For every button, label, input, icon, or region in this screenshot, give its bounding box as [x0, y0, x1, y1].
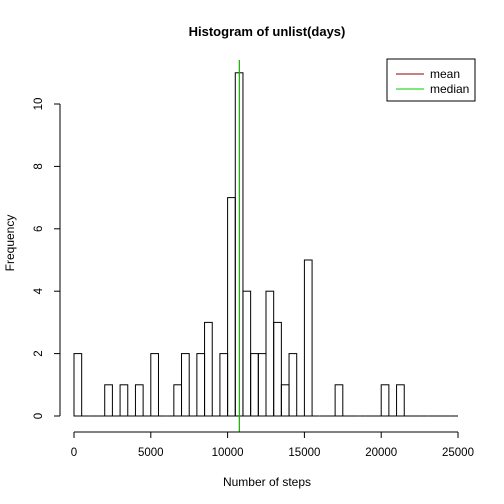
histogram-bar	[150, 353, 159, 417]
histogram-bar	[380, 384, 390, 417]
histogram-bar	[134, 384, 144, 417]
x-tick-label: 15000	[288, 447, 320, 459]
histogram-bar	[204, 321, 213, 417]
x-axis: 0 5000 10000 15000 20000 25000	[71, 431, 474, 459]
y-tick-label: 10	[33, 98, 45, 111]
histogram-bar	[181, 353, 190, 417]
x-tick-label: 25000	[442, 447, 474, 459]
x-axis-label: Number of steps	[223, 475, 311, 489]
chart-title: Histogram of unlist(days)	[189, 24, 346, 39]
y-tick-label: 0	[33, 413, 45, 419]
y-tick-label: 4	[33, 287, 45, 294]
x-tick-label: 0	[71, 447, 77, 459]
x-tick-label: 5000	[138, 447, 164, 459]
x-tick-label: 20000	[365, 447, 397, 459]
y-tick-label: 8	[33, 163, 45, 169]
histogram-bar	[273, 321, 282, 417]
legend-label-mean: mean	[430, 67, 460, 81]
y-axis: 0 2 4 6 8 10	[33, 98, 61, 419]
histogram-bar	[396, 384, 405, 417]
legend-label-median: median	[430, 82, 469, 96]
legend-box	[386, 58, 476, 102]
histogram-bar	[303, 259, 313, 417]
histogram-bar	[119, 384, 129, 417]
x-tick-label: 10000	[212, 447, 244, 459]
histogram-bar	[288, 353, 298, 417]
y-tick-label: 2	[33, 350, 45, 356]
histogram-bar	[73, 353, 83, 417]
y-axis-label: Frequency	[3, 215, 17, 272]
histogram-bar	[334, 384, 344, 417]
y-tick-label: 6	[33, 226, 45, 232]
legend: mean median	[386, 58, 476, 102]
histogram-bar	[104, 384, 113, 417]
